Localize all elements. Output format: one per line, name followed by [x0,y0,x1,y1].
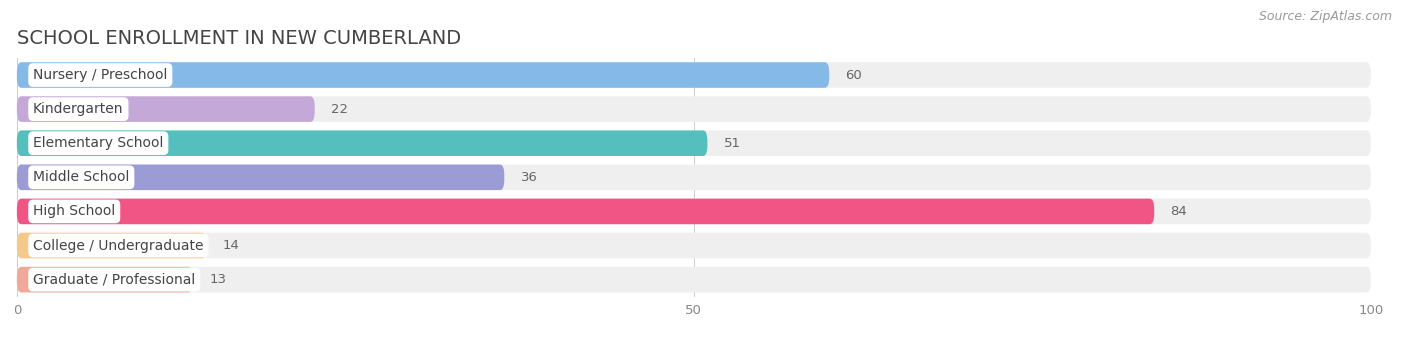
FancyBboxPatch shape [17,267,193,292]
FancyBboxPatch shape [17,131,1371,156]
Text: 84: 84 [1170,205,1187,218]
FancyBboxPatch shape [17,267,1371,292]
FancyBboxPatch shape [17,198,1154,224]
Text: 14: 14 [222,239,239,252]
FancyBboxPatch shape [17,165,1371,190]
Text: High School: High School [34,204,115,219]
FancyBboxPatch shape [17,233,1371,258]
FancyBboxPatch shape [17,97,315,122]
Text: Elementary School: Elementary School [34,136,163,150]
Text: SCHOOL ENROLLMENT IN NEW CUMBERLAND: SCHOOL ENROLLMENT IN NEW CUMBERLAND [17,29,461,48]
FancyBboxPatch shape [17,97,1371,122]
Text: Source: ZipAtlas.com: Source: ZipAtlas.com [1258,10,1392,23]
Text: 36: 36 [520,171,537,184]
FancyBboxPatch shape [17,165,505,190]
FancyBboxPatch shape [17,233,207,258]
Text: Kindergarten: Kindergarten [34,102,124,116]
Text: 51: 51 [724,137,741,150]
Text: Middle School: Middle School [34,170,129,184]
Text: Graduate / Professional: Graduate / Professional [34,272,195,287]
FancyBboxPatch shape [17,131,707,156]
FancyBboxPatch shape [17,198,1371,224]
Text: 22: 22 [330,103,349,116]
Text: College / Undergraduate: College / Undergraduate [34,238,204,253]
Text: 13: 13 [209,273,226,286]
FancyBboxPatch shape [17,62,830,88]
Text: Nursery / Preschool: Nursery / Preschool [34,68,167,82]
Text: 60: 60 [845,69,862,81]
FancyBboxPatch shape [17,62,1371,88]
